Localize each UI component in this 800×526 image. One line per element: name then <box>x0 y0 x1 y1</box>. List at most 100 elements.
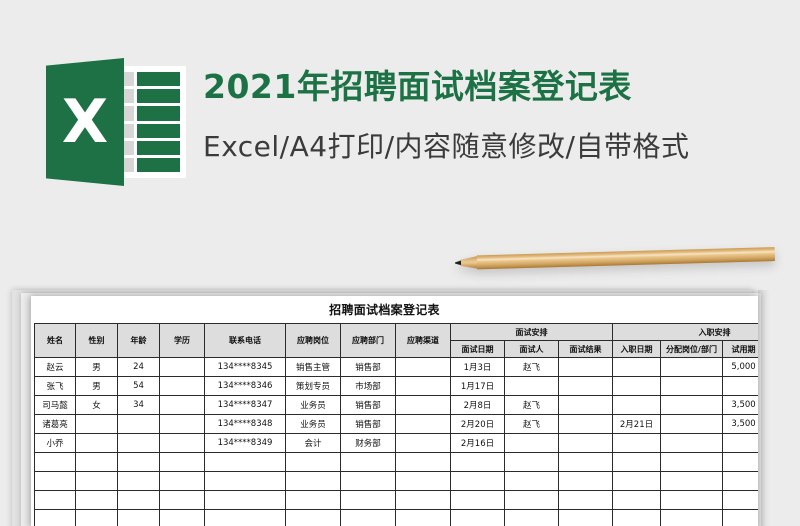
table-cell[interactable] <box>340 509 396 526</box>
table-cell[interactable]: 2月20日 <box>450 414 505 434</box>
table-row[interactable]: 张飞男 54 134****8346 策划专员 市场部 1月17日 <box>34 376 758 396</box>
table-cell[interactable] <box>34 509 76 526</box>
table-cell[interactable] <box>660 414 723 434</box>
table-cell[interactable] <box>612 490 661 510</box>
table-cell[interactable] <box>660 357 723 377</box>
table-cell[interactable] <box>612 395 661 415</box>
table-row[interactable] <box>34 471 758 491</box>
col-header-interview-date[interactable]: 面试日期 <box>450 340 505 358</box>
table-cell[interactable]: 男 <box>75 357 118 377</box>
table-cell[interactable] <box>722 490 758 510</box>
table-cell[interactable] <box>450 452 505 472</box>
table-cell[interactable] <box>450 490 505 510</box>
table-cell[interactable] <box>558 471 613 491</box>
table-cell[interactable] <box>159 490 205 510</box>
table-cell[interactable]: 销售部 <box>340 414 396 434</box>
table-cell[interactable] <box>34 471 76 491</box>
col-header-applied-post[interactable]: 应聘岗位 <box>285 323 341 358</box>
table-cell[interactable] <box>395 452 451 472</box>
table-cell[interactable]: 销售主管 <box>285 357 341 377</box>
table-cell[interactable] <box>612 471 661 491</box>
table-cell[interactable]: 5,000 <box>722 357 758 377</box>
table-cell[interactable] <box>75 490 118 510</box>
table-cell[interactable] <box>159 376 205 396</box>
table-cell[interactable] <box>204 452 286 472</box>
table-cell[interactable] <box>612 509 661 526</box>
table-cell[interactable] <box>660 509 723 526</box>
col-header-gender[interactable]: 性别 <box>75 323 118 358</box>
table-cell[interactable] <box>558 433 613 453</box>
table-cell[interactable] <box>340 471 396 491</box>
table-cell[interactable] <box>612 433 661 453</box>
table-cell[interactable] <box>660 376 723 396</box>
table-cell[interactable] <box>612 452 661 472</box>
table-cell[interactable]: 赵飞 <box>504 395 559 415</box>
table-cell[interactable] <box>75 471 118 491</box>
table-cell[interactable]: 业务员 <box>285 414 341 434</box>
table-cell[interactable] <box>660 395 723 415</box>
table-cell[interactable]: 2月16日 <box>450 433 505 453</box>
table-row[interactable]: 诸葛亮 134****8348 业务员 销售部 2月20日 赵飞 2月21日 3,500 <box>34 414 758 434</box>
table-cell[interactable] <box>159 357 205 377</box>
table-row[interactable] <box>34 452 758 472</box>
col-header-onboard-date[interactable]: 入职日期 <box>612 340 661 358</box>
table-cell[interactable] <box>504 509 559 526</box>
table-cell[interactable]: 会计 <box>285 433 341 453</box>
table-cell[interactable]: 3,500 <box>722 414 758 434</box>
table-cell[interactable] <box>285 452 341 472</box>
table-cell[interactable] <box>159 471 205 491</box>
table-cell[interactable] <box>504 471 559 491</box>
table-cell[interactable] <box>450 471 505 491</box>
table-cell[interactable]: 134****8349 <box>204 433 286 453</box>
table-cell[interactable] <box>660 452 723 472</box>
table-row[interactable]: 小乔 134****8349 会计 财务部 2月16日 <box>34 433 758 453</box>
table-cell[interactable] <box>504 433 559 453</box>
table-cell[interactable] <box>395 414 451 434</box>
table-cell[interactable]: 24 <box>117 357 160 377</box>
table-cell[interactable]: 财务部 <box>340 433 396 453</box>
table-cell[interactable]: 1月17日 <box>450 376 505 396</box>
table-cell[interactable]: 134****8348 <box>204 414 286 434</box>
table-cell[interactable]: 销售部 <box>340 395 396 415</box>
table-cell[interactable]: 市场部 <box>340 376 396 396</box>
table-cell[interactable] <box>450 509 505 526</box>
table-cell[interactable] <box>395 471 451 491</box>
col-header-education[interactable]: 学历 <box>159 323 205 358</box>
table-cell[interactable]: 134****8347 <box>204 395 286 415</box>
table-cell[interactable] <box>117 490 160 510</box>
table-cell[interactable] <box>722 376 758 396</box>
table-cell[interactable] <box>722 452 758 472</box>
table-cell[interactable]: 赵飞 <box>504 414 559 434</box>
col-header-interviewer[interactable]: 面试人 <box>504 340 559 358</box>
table-cell[interactable] <box>558 357 613 377</box>
col-header-interview-result[interactable]: 面试结果 <box>558 340 613 358</box>
table-cell[interactable] <box>34 490 76 510</box>
col-header-applied-dept[interactable]: 应聘部门 <box>340 323 396 358</box>
group-header-interview[interactable]: 面试安排 <box>450 323 613 341</box>
table-cell[interactable] <box>340 452 396 472</box>
table-cell[interactable] <box>558 490 613 510</box>
table-cell[interactable]: 诸葛亮 <box>34 414 76 434</box>
table-cell[interactable]: 1月3日 <box>450 357 505 377</box>
col-header-age[interactable]: 年龄 <box>117 323 160 358</box>
table-cell[interactable] <box>558 395 613 415</box>
table-cell[interactable] <box>75 509 118 526</box>
table-cell[interactable] <box>395 433 451 453</box>
table-cell[interactable] <box>558 414 613 434</box>
table-cell[interactable] <box>204 471 286 491</box>
table-cell[interactable] <box>395 509 451 526</box>
table-row[interactable] <box>34 490 758 510</box>
table-cell[interactable] <box>395 357 451 377</box>
table-cell[interactable] <box>660 490 723 510</box>
table-cell[interactable]: 2月8日 <box>450 395 505 415</box>
table-cell[interactable] <box>660 433 723 453</box>
table-cell[interactable] <box>285 509 341 526</box>
table-cell[interactable] <box>722 509 758 526</box>
table-cell[interactable]: 小乔 <box>34 433 76 453</box>
col-header-name[interactable]: 姓名 <box>34 323 76 358</box>
table-cell[interactable]: 业务员 <box>285 395 341 415</box>
table-cell[interactable] <box>117 452 160 472</box>
table-cell[interactable] <box>159 433 205 453</box>
table-cell[interactable] <box>504 376 559 396</box>
table-cell[interactable]: 2月21日 <box>612 414 661 434</box>
